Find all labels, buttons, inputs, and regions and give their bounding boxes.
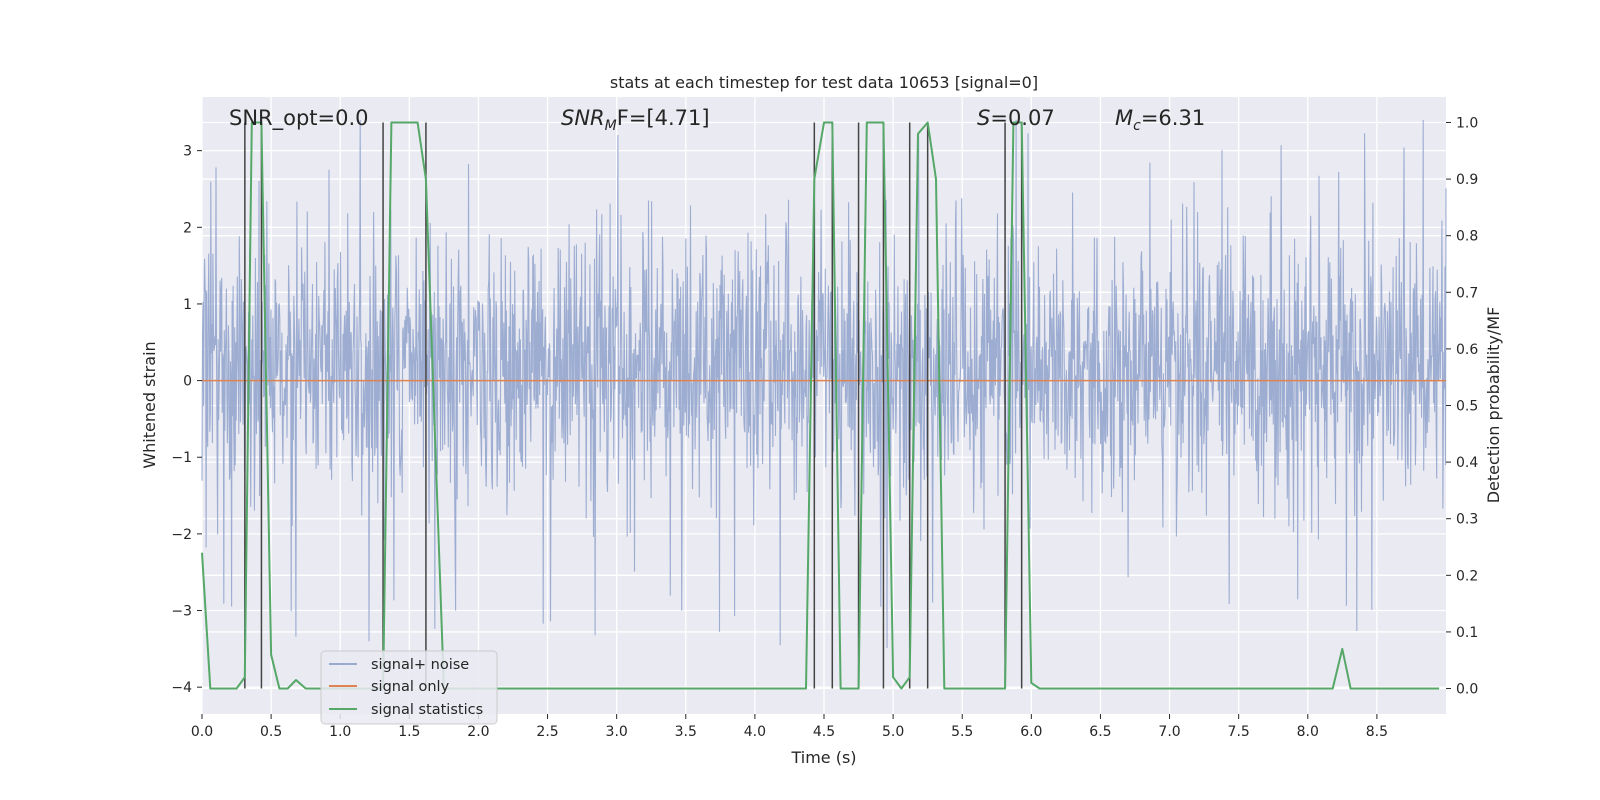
data-layer <box>201 119 1447 690</box>
y-axis-label-right: Detection probability/MF <box>1484 307 1503 504</box>
y-tick-label-right: 0.2 <box>1456 568 1478 584</box>
snr-mf-main: SNR <box>561 106 605 130</box>
s-main: S <box>977 106 990 130</box>
mc-main: M <box>1115 106 1133 130</box>
axes: 0.0 0.5 1.0 1.5 2.0 2.5 3.0 3.5 4.0 4.5 5.0 5.5 6.0 6… <box>171 115 1478 740</box>
annotation-snr-opt: SNR_opt=0.0 <box>229 106 369 131</box>
x-tick-label: 5.5 <box>951 724 973 740</box>
x-tick-label: 3.0 <box>606 724 628 740</box>
legend-box <box>320 650 498 725</box>
x-tick-label: 0.0 <box>191 724 213 740</box>
y-tick-label-right: 0.6 <box>1456 342 1478 358</box>
x-tick-label: 4.0 <box>744 724 766 740</box>
mc-rest: =6.31 <box>1141 106 1205 130</box>
y-tick-label-right: 0.3 <box>1456 512 1478 528</box>
snr-mf-sub: M <box>605 118 617 134</box>
mc-sub: c <box>1133 118 1141 134</box>
legend-label-signal-noise: signal+ noise <box>371 657 469 673</box>
y-tick-label-right: 0.4 <box>1456 455 1478 471</box>
x-tick-label: 6.0 <box>1020 724 1042 740</box>
y-tick-label-left: −3 <box>171 604 192 620</box>
legend-label-signal-statistics: signal statistics <box>371 702 483 718</box>
series-signal-statistics <box>201 121 1440 690</box>
annotation-mc: Mc=6.31 <box>1115 106 1205 134</box>
snr-mf-rest: F=[4.71] <box>617 106 710 130</box>
chart-title: stats at each timestep for test data 106… <box>610 73 1038 92</box>
y-tick-label-right: 1.0 <box>1456 115 1478 131</box>
x-tick-label: 1.5 <box>398 724 420 740</box>
legend-label-signal-only: signal only <box>371 679 450 695</box>
y-tick-label-right: 0.9 <box>1456 172 1478 188</box>
annotation-s: S=0.07 <box>977 106 1055 130</box>
y-axis-label-left: Whitened strain <box>140 341 159 468</box>
x-tick-label: 2.0 <box>467 724 489 740</box>
y-tick-label-right: 0.8 <box>1456 229 1478 245</box>
y-tick-label-left: −4 <box>171 680 192 696</box>
y-tick-label-left: −2 <box>171 527 192 543</box>
x-tick-label: 8.5 <box>1366 724 1388 740</box>
y-tick-label-left: 1 <box>183 297 192 313</box>
x-tick-label: 4.5 <box>813 724 835 740</box>
y-tick-label-left: 3 <box>183 144 192 160</box>
legend: signal+ noise signal only signal statist… <box>320 650 498 725</box>
x-tick-label: 5.0 <box>882 724 904 740</box>
x-tick-label: 1.0 <box>329 724 351 740</box>
y-tick-label-right: 0.0 <box>1456 682 1478 698</box>
x-tick-label: 7.5 <box>1228 724 1250 740</box>
y-tick-label-left: −1 <box>171 450 192 466</box>
y-tick-label-right: 0.1 <box>1456 625 1478 641</box>
x-tick-label: 7.0 <box>1158 724 1180 740</box>
series-signal-noise <box>201 119 1447 649</box>
x-tick-label: 6.5 <box>1089 724 1111 740</box>
y-tick-label-left: 0 <box>183 374 192 390</box>
y-tick-label-right: 0.7 <box>1456 285 1478 301</box>
x-axis-label: Time (s) <box>790 748 856 767</box>
annotation-snr-mf: SNRMF=[4.71] <box>561 106 710 134</box>
s-rest: =0.07 <box>990 106 1054 130</box>
x-tick-label: 8.0 <box>1297 724 1319 740</box>
x-tick-label: 3.5 <box>675 724 697 740</box>
x-tick-label: 2.5 <box>536 724 558 740</box>
y-tick-label-right: 0.5 <box>1456 399 1478 415</box>
x-tick-label: 0.5 <box>260 724 282 740</box>
y-tick-label-left: 2 <box>183 220 192 236</box>
